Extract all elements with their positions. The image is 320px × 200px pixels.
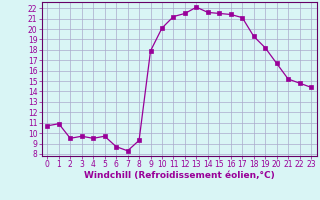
X-axis label: Windchill (Refroidissement éolien,°C): Windchill (Refroidissement éolien,°C) <box>84 171 275 180</box>
